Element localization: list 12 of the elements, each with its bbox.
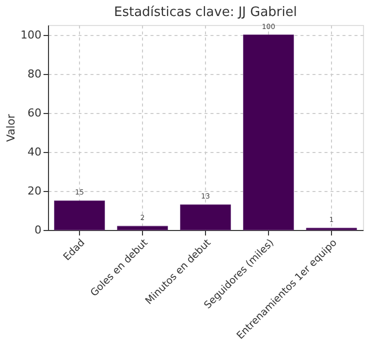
- chart-title: Estadísticas clave: JJ Gabriel: [114, 4, 298, 20]
- bar: [243, 34, 294, 230]
- y-axis-title: Valor: [4, 114, 18, 142]
- y-tick-label: 80: [28, 67, 42, 80]
- y-tick-label: 60: [28, 106, 42, 120]
- y-tick-label: 20: [28, 184, 42, 198]
- y-tick-label: 0: [34, 224, 42, 236]
- bar: [54, 200, 105, 230]
- bar: [180, 204, 231, 230]
- bar: [117, 226, 168, 230]
- y-tick-label: 100: [20, 28, 42, 42]
- y-tick-label: 40: [28, 145, 42, 158]
